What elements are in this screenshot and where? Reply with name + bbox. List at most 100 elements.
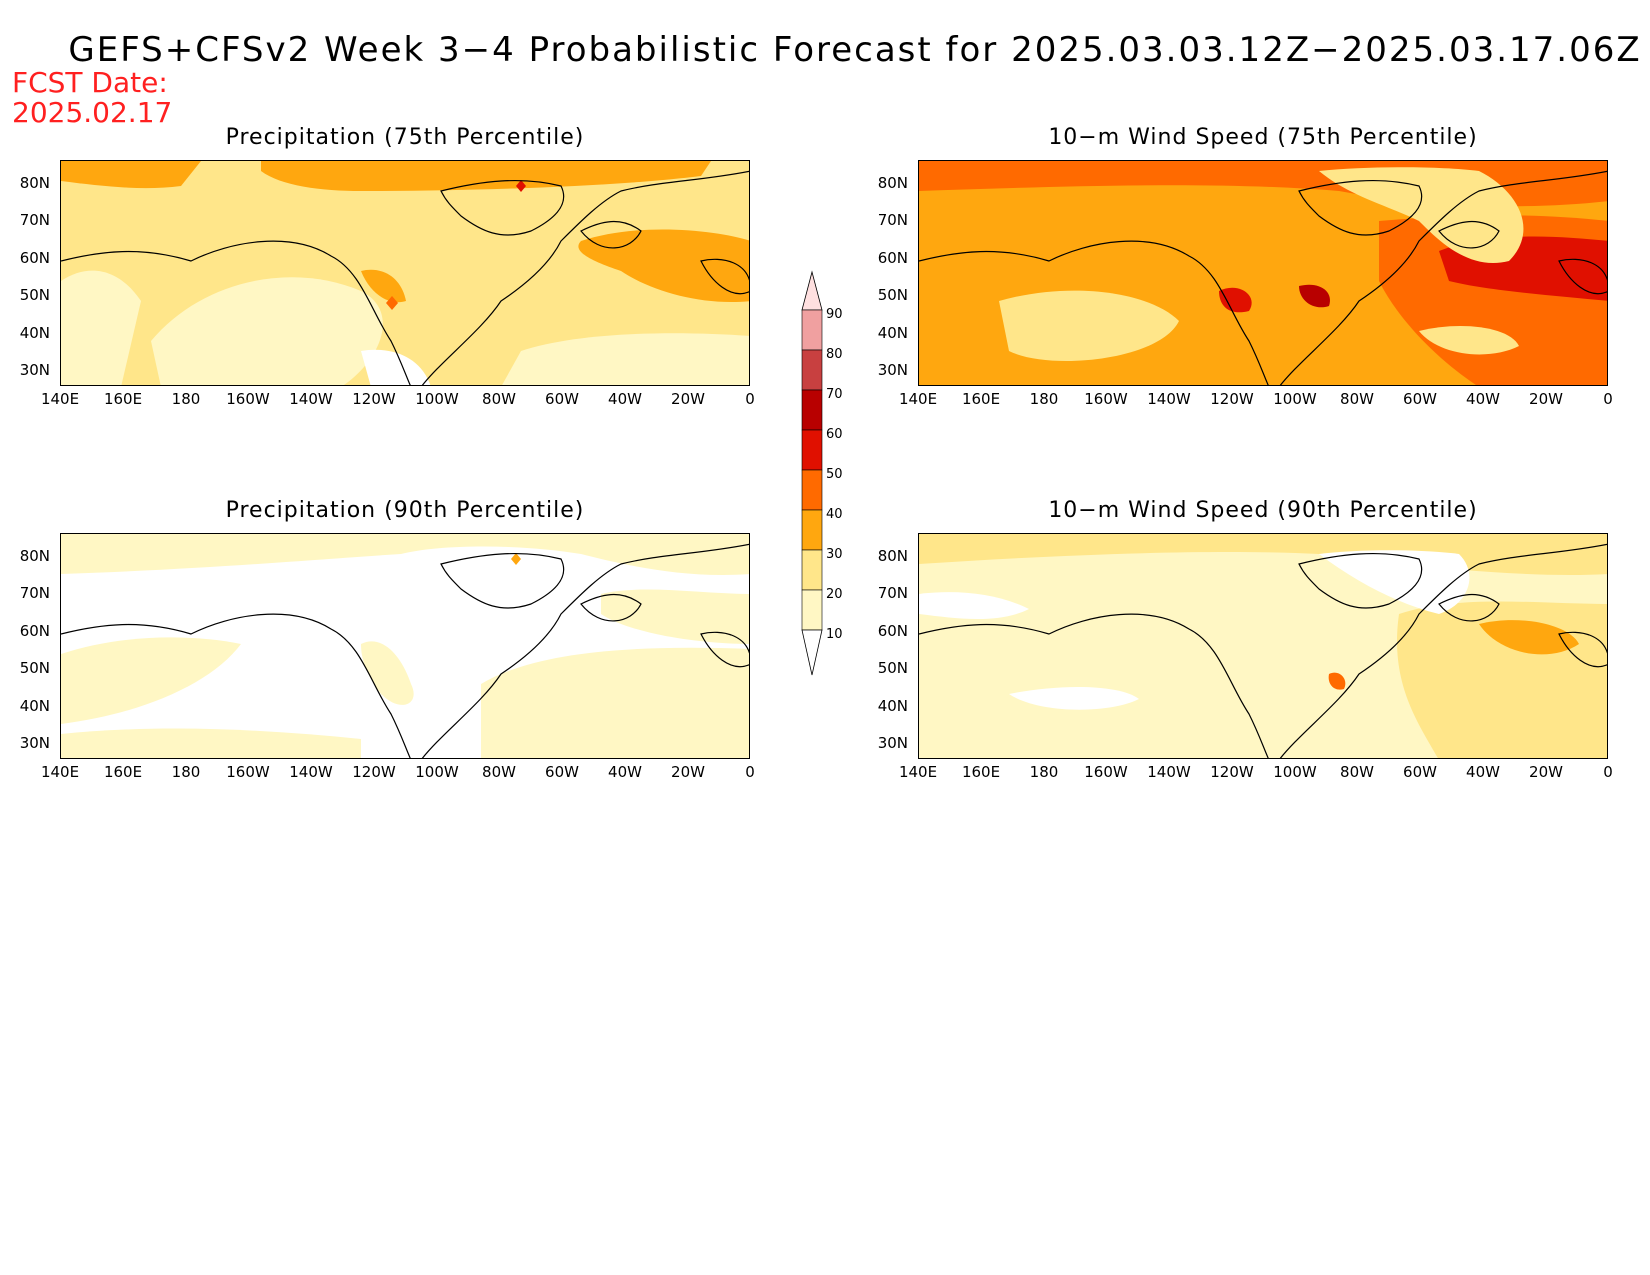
map-area [918,160,1608,386]
lat-label: 50N [19,286,50,304]
light-region [61,637,241,724]
precip-75-map [61,161,749,385]
lat-label: 60N [877,249,908,267]
orange-spot [1328,672,1346,690]
lon-label: 140E [898,390,938,408]
red-spot [1219,287,1252,313]
lat-label: 80N [19,174,50,192]
coastline [1298,552,1423,609]
lon-label: 0 [1603,390,1613,408]
colorbar-label: 30 [826,547,843,562]
panel-title: 10−m Wind Speed (75th Percentile) [1048,125,1478,150]
white-region [1009,687,1139,710]
lon-label: 120W [352,390,396,408]
forecast-date-label: FCST Date: [12,66,168,99]
orange-region [261,161,711,191]
lat-label: 50N [19,659,50,677]
lat-label: 30N [877,734,908,752]
high-spot [386,296,398,310]
light-region [999,290,1179,361]
lon-label: 140W [1147,390,1191,408]
lat-label: 40N [877,324,908,342]
light-region [61,270,141,385]
panel-title: Precipitation (75th Percentile) [225,125,585,150]
light-region [1319,167,1524,263]
lon-label: 180 [171,390,201,408]
orange-region [361,269,406,303]
lat-label: 60N [877,622,908,640]
lat-label: 70N [877,584,908,602]
coastline [1298,179,1423,236]
lon-label: 120W [352,763,396,781]
light-region [151,277,383,385]
map-area [60,160,750,386]
lon-label: 80W [482,390,516,408]
lon-label: 60W [1403,390,1437,408]
lon-label: 180 [1029,763,1059,781]
coastline [61,170,749,385]
lon-label: 180 [1029,390,1059,408]
light-region [61,728,361,758]
lat-label: 60N [19,622,50,640]
lon-label: 20W [1529,390,1563,408]
light-region [502,333,749,385]
lon-label: 0 [745,390,755,408]
lon-label: 160W [1084,763,1128,781]
lon-label: 100W [1273,763,1317,781]
lon-label: 140W [289,763,333,781]
lon-label: 140E [898,763,938,781]
lon-label: 100W [415,763,459,781]
coastline [61,543,749,758]
light-region [1419,326,1519,355]
coastline [1558,258,1607,295]
panel-title: Precipitation (90th Percentile) [225,498,585,523]
colorbar: 90 80 70 60 50 40 30 20 10 [800,270,870,680]
lon-label: 180 [171,763,201,781]
forecast-date-value: 2025.02.17 [12,96,173,129]
lon-label: 60W [545,763,579,781]
panel-title: 10−m Wind Speed (90th Percentile) [1048,498,1478,523]
wind-90-map [919,534,1607,758]
colorbar-swatch-50 [801,429,823,471]
lon-label: 40W [608,390,642,408]
colorbar-label: 80 [826,347,843,362]
red-spot [1299,284,1330,308]
white-region [1319,550,1470,614]
coastline [440,552,565,609]
panel-precip-75: Precipitation (75th Percentile) 80N 70N … [0,125,760,408]
lon-label: 120W [1210,763,1254,781]
lat-label: 40N [19,697,50,715]
lon-label: 160W [226,763,270,781]
lon-label: 40W [1466,763,1500,781]
lat-label: 80N [877,547,908,565]
lat-label: 80N [877,174,908,192]
lon-label: 140E [40,390,80,408]
lat-label: 70N [19,211,50,229]
colorbar-swatch-80 [801,309,823,351]
precip-90-map [61,534,749,758]
lon-label: 100W [415,390,459,408]
panel-precip-90: Precipitation (90th Percentile) 80N 70N … [0,498,760,781]
coastline [1438,593,1500,622]
light-region [361,641,414,705]
lat-label: 70N [877,211,908,229]
lat-label: 30N [19,734,50,752]
orange-region [1479,620,1579,655]
colorbar-bottom-triangle [801,629,823,676]
colorbar-label: 20 [826,587,843,602]
panel-wind-75: 10−m Wind Speed (75th Percentile) 80N 70… [858,125,1618,408]
wind-75-map [919,161,1607,385]
light-region [61,534,749,575]
colorbar-label: 90 [826,307,843,322]
colorbar-label: 50 [826,467,843,482]
lon-label: 20W [671,390,705,408]
lon-label: 100W [1273,390,1317,408]
lon-label: 60W [1403,763,1437,781]
coastline [700,631,749,668]
colorbar-label: 60 [826,427,843,442]
orange-spot [511,553,521,565]
colorbar-swatches [801,270,823,676]
colorbar-swatch-30 [801,509,823,551]
lon-label: 160W [1084,390,1128,408]
white-spot [361,349,431,385]
